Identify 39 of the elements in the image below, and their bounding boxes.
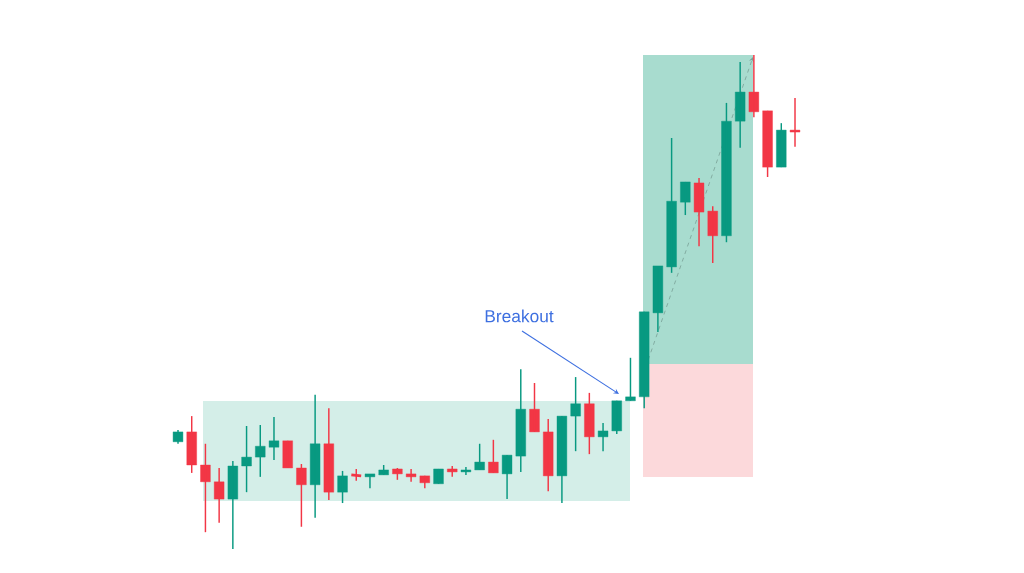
candlestick [776,122,787,168]
candlestick [529,382,540,433]
candlestick [200,443,211,533]
candlestick [789,97,801,148]
candlestick [268,416,280,461]
candlestick [337,470,348,504]
candlestick [241,425,252,493]
candlestick [666,137,677,274]
candlestick [255,424,266,478]
candlestick [405,468,417,483]
candlestick [460,466,472,476]
candlestick [693,177,705,247]
candlestick [419,475,430,489]
candlestick [597,422,609,452]
candlestick [488,439,499,474]
candlestick [214,467,225,524]
candlestick [584,392,595,455]
candlestick [652,265,664,333]
candlestick [556,415,568,504]
candlestick [172,429,184,445]
candlestick [543,418,554,492]
annotation: Breakout [485,309,554,323]
candlestick [186,415,197,474]
candlestick [735,61,746,149]
candlestick [762,110,773,178]
candlestick [707,205,718,264]
candlestick [296,463,307,528]
candlestick [474,443,485,471]
candlestick [501,454,513,500]
candlestick [364,473,376,489]
candlestick [570,376,581,452]
candlestick [447,465,458,478]
candlestick [625,357,636,402]
candlestick [227,460,238,550]
candlestick [611,400,622,435]
candlestick [282,440,293,469]
candlestick [323,407,334,501]
candlestick [680,181,691,216]
candlestick [721,102,732,243]
